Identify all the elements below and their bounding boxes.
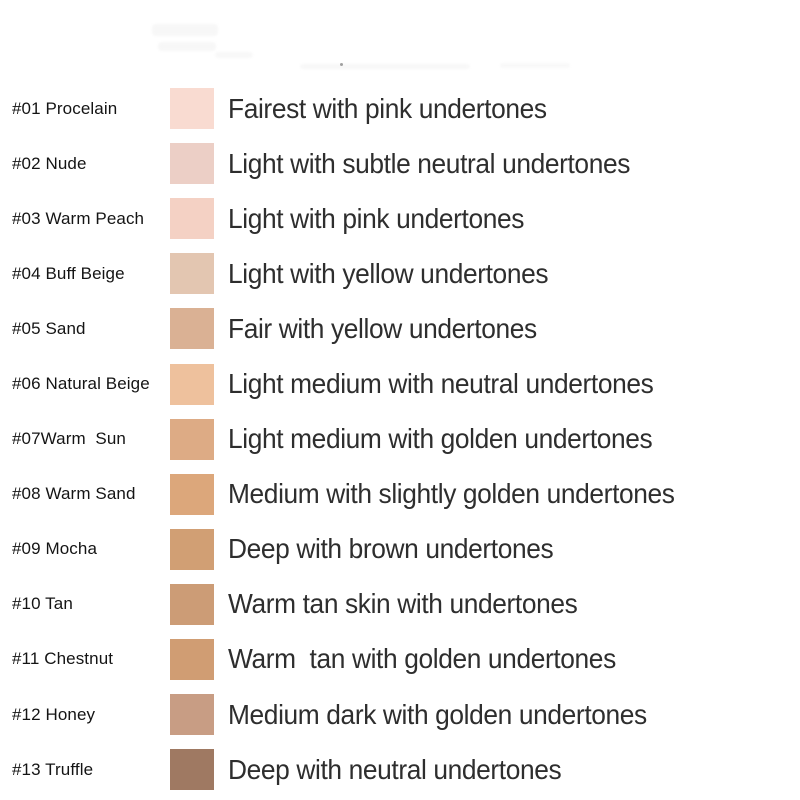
shade-description: Warm tan with golden undertones [228, 643, 616, 675]
shade-label: #06 Natural Beige [12, 374, 150, 394]
shade-row: #02 Nude Light with subtle neutral under… [0, 136, 800, 191]
shade-description: Deep with neutral undertones [228, 753, 562, 785]
faded-watermark-mark [152, 24, 218, 36]
shade-row: #03 Warm Peach Light with pink undertone… [0, 191, 800, 246]
shade-row: #05 Sand Fair with yellow undertones [0, 301, 800, 356]
shade-label: #10 Tan [12, 594, 73, 614]
shade-swatch [170, 473, 214, 515]
shade-description: Fairest with pink undertones [228, 92, 547, 124]
shade-swatch [170, 143, 214, 185]
shade-swatch [170, 583, 214, 625]
shade-label: #05 Sand [12, 318, 86, 338]
shade-swatch [170, 363, 214, 405]
faded-watermark-mark [158, 42, 216, 51]
shade-row: #07Warm Sun Light medium with golden und… [0, 412, 800, 467]
shade-row: #04 Buff Beige Light with yellow underto… [0, 246, 800, 301]
shade-description: Deep with brown undertones [228, 533, 554, 565]
shade-row: #12 Honey Medium dark with golden undert… [0, 687, 800, 742]
shade-row: #10 Tan Warm tan skin with undertones [0, 577, 800, 632]
shade-row: #01 Procelain Fairest with pink underton… [0, 81, 800, 136]
shade-label: #04 Buff Beige [12, 263, 125, 283]
shade-table: #01 Procelain Fairest with pink underton… [0, 81, 800, 797]
shade-description: Light with subtle neutral undertones [228, 147, 631, 179]
shade-label: #07Warm Sun [12, 429, 126, 449]
shade-label: #12 Honey [12, 704, 96, 724]
shade-description: Light with yellow undertones [228, 257, 549, 289]
shade-label: #09 Mocha [12, 539, 98, 559]
shade-row: #06 Natural Beige Light medium with neut… [0, 356, 800, 411]
faded-watermark-mark [500, 63, 570, 68]
shade-row: #11 Chestnut Warm tan with golden undert… [0, 632, 800, 687]
shade-description: Light medium with golden undertones [228, 423, 653, 455]
shade-row: #13 Truffle Deep with neutral undertones [0, 742, 800, 797]
shade-swatch [170, 694, 214, 736]
shade-swatch [170, 638, 214, 680]
shade-row: #09 Mocha Deep with brown undertones [0, 522, 800, 577]
speck-mark [340, 63, 343, 66]
shade-description: Warm tan skin with undertones [228, 588, 578, 620]
shade-label: #08 Warm Sand [12, 484, 136, 504]
shade-label: #02 Nude [12, 153, 87, 173]
shade-row: #08 Warm Sand Medium with slightly golde… [0, 467, 800, 522]
shade-description: Light with pink undertones [228, 202, 525, 234]
shade-label: #01 Procelain [12, 98, 118, 118]
shade-label: #13 Truffle [12, 759, 94, 779]
shade-swatch [170, 528, 214, 570]
shade-description: Fair with yellow undertones [228, 312, 537, 344]
shade-label: #03 Warm Peach [12, 208, 145, 228]
shade-swatch [170, 253, 214, 295]
faded-watermark-mark [300, 64, 470, 69]
shade-swatch [170, 418, 214, 460]
shade-swatch [170, 198, 214, 240]
shade-description: Medium dark with golden undertones [228, 698, 647, 730]
shade-description: Medium with slightly golden undertones [228, 478, 675, 510]
faded-watermark-mark [215, 52, 253, 58]
shade-swatch [170, 88, 214, 130]
shade-label: #11 Chestnut [12, 649, 114, 669]
shade-description: Light medium with neutral undertones [228, 368, 654, 400]
shade-swatch [170, 749, 214, 791]
shade-swatch [170, 308, 214, 350]
